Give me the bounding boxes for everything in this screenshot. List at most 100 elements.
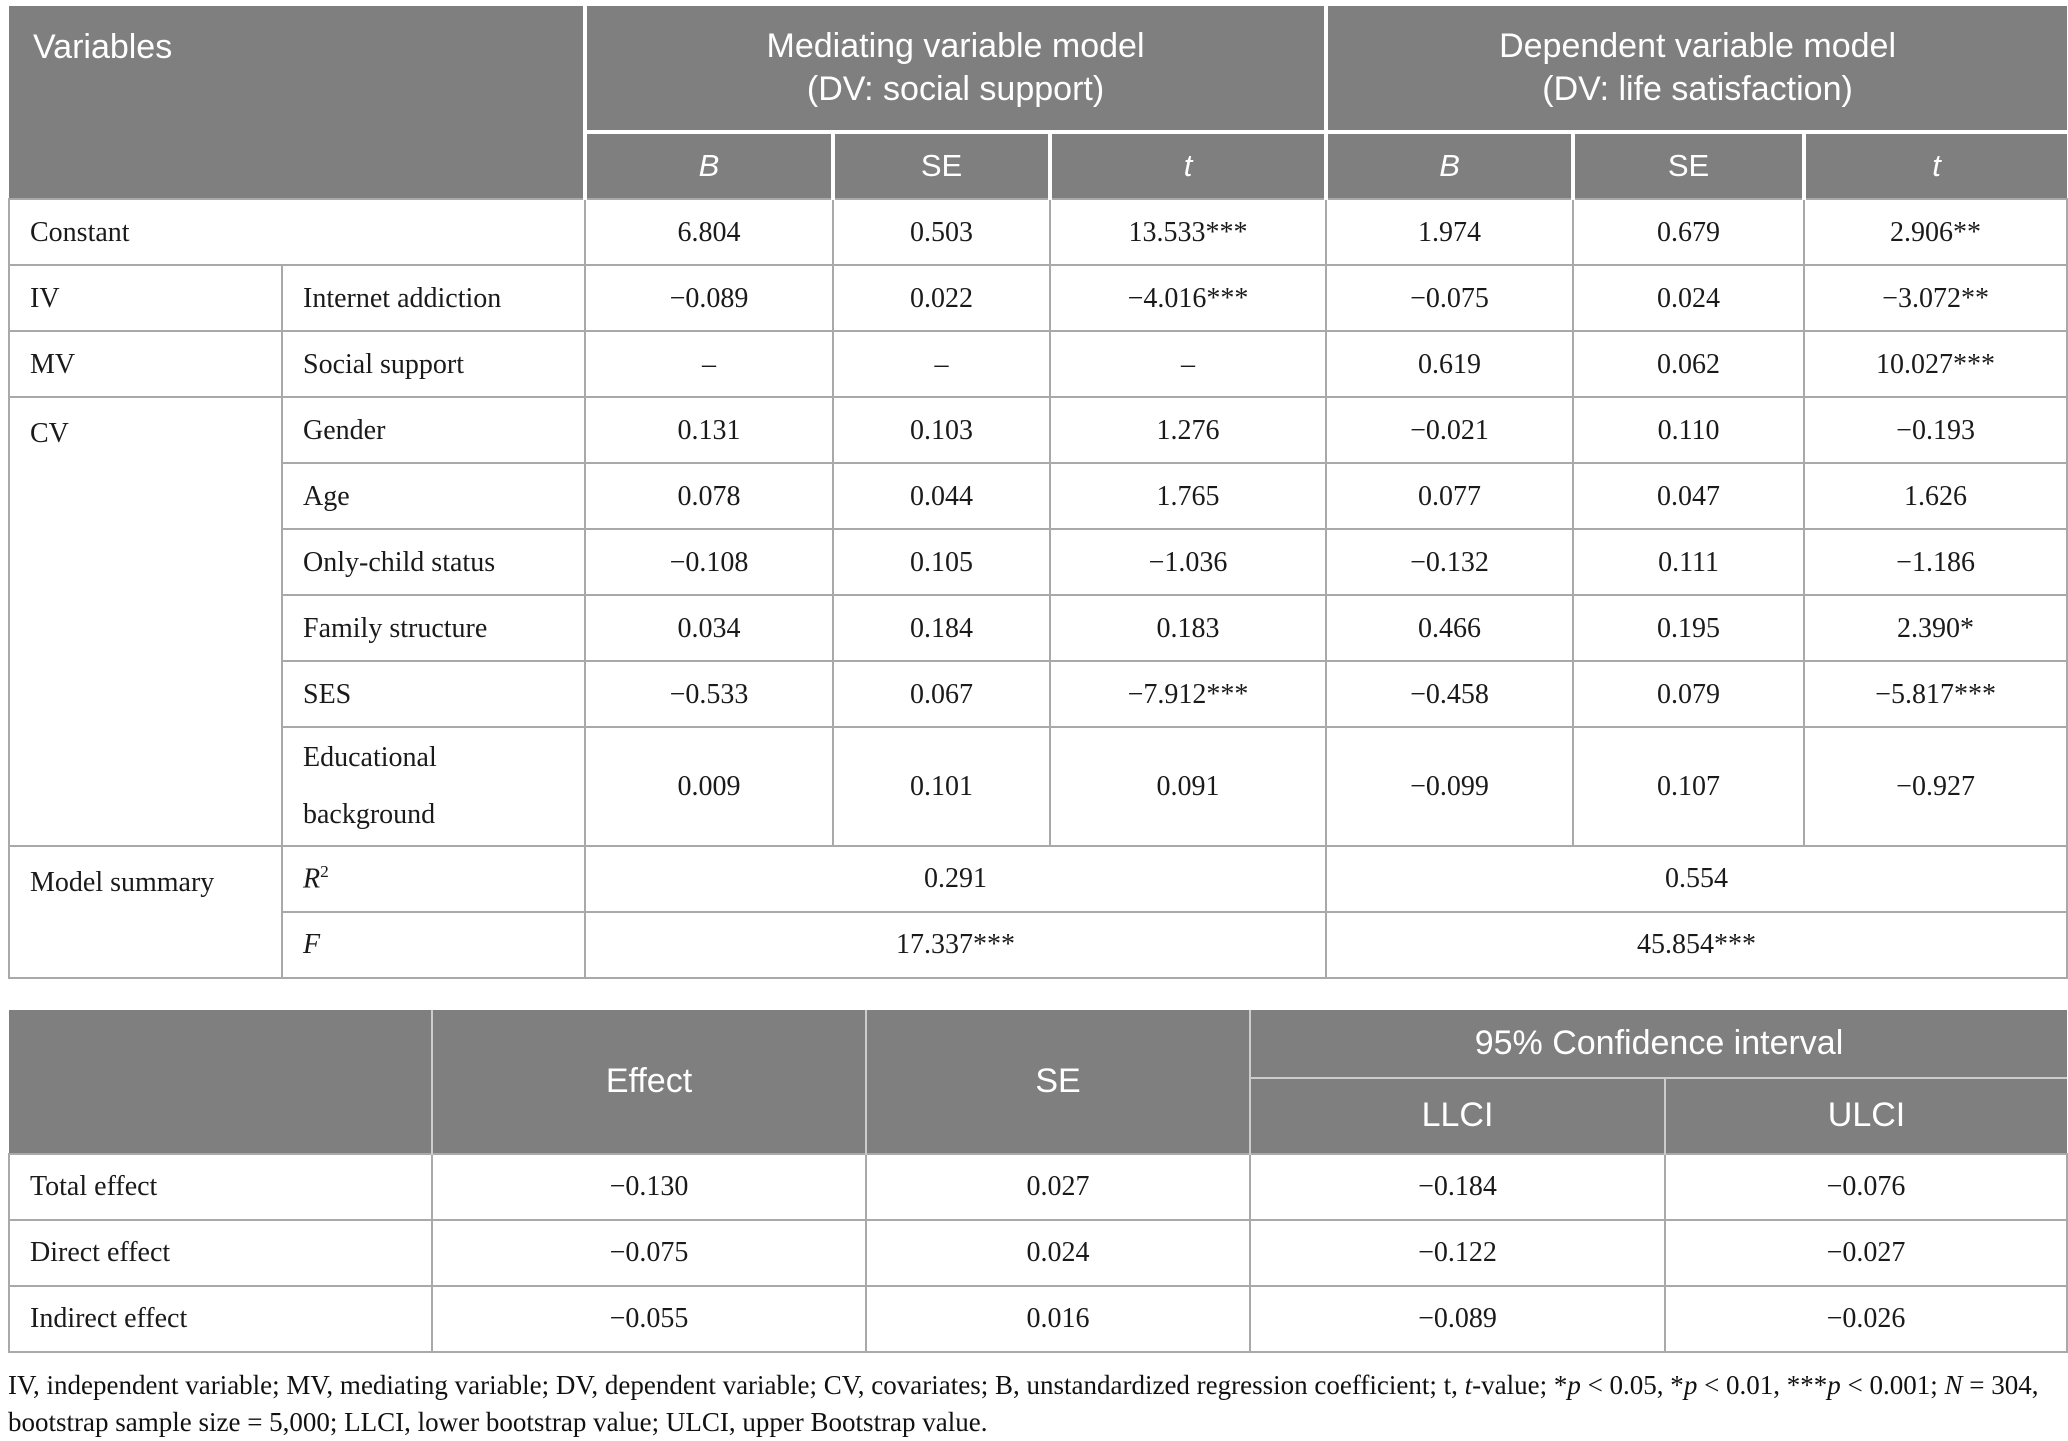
value-cell: 0.183 <box>1049 594 1328 662</box>
col-header-t-mediating: t <box>1048 130 1329 199</box>
value-cell: 0.103 <box>832 396 1052 464</box>
table-row: MV Social support – – – 0.619 0.062 10.0… <box>8 330 2068 398</box>
value-cell: 0.619 <box>1325 330 1575 398</box>
value-cell: 0.078 <box>584 462 835 530</box>
dependent-model-header: Dependent variable model (DV: life satis… <box>1324 6 2068 134</box>
table-row: SES −0.533 0.067 −7.912*** −0.458 0.079 … <box>9 660 2068 728</box>
f-symbol: F <box>303 929 321 961</box>
table-row: Effect SE 95% Confidence interval <box>9 1009 2067 1154</box>
variables-header-label: Variables <box>33 28 173 66</box>
value-cell: −0.026 <box>1664 1284 2068 1353</box>
value-cell: 0.024 <box>865 1218 1251 1287</box>
row-variable-cell: Educational background <box>280 726 587 847</box>
value-cell: −0.021 <box>1325 396 1575 464</box>
r-squared-label-cell: R2 <box>280 844 587 913</box>
table-row: Only-child status −0.108 0.105 −1.036 −0… <box>9 528 2068 596</box>
value-cell: 17.337*** <box>584 910 1328 979</box>
value-cell: 0.077 <box>1325 462 1575 530</box>
table-row: LLCI ULCI <box>9 1076 2067 1154</box>
value-cell: 0.110 <box>1572 396 1806 464</box>
value-cell: −0.027 <box>1664 1218 2068 1287</box>
col-header-se-dependent: SE <box>1571 130 1807 199</box>
value-cell: −0.075 <box>431 1218 867 1287</box>
table-row: Model summary R2 0.291 0.554 <box>8 844 2068 979</box>
row-variable-cell: Gender <box>280 396 587 464</box>
mediating-model-title: Mediating variable model <box>766 27 1145 65</box>
r-squared-exponent: 2 <box>320 862 329 882</box>
f-label-cell: F <box>280 910 587 979</box>
value-cell: 0.111 <box>1572 528 1806 596</box>
table-row: Total effect −0.130 0.027 −0.184 −0.076 <box>8 1152 2068 1221</box>
table-footnote: IV, independent variable; MV, mediating … <box>8 1369 2039 1437</box>
value-cell: −4.016*** <box>1049 264 1328 332</box>
value-cell: 2.390* <box>1803 594 2068 662</box>
value-cell: – <box>584 330 835 398</box>
value-cell: −0.099 <box>1325 726 1575 847</box>
row-variable-cell: Only-child status <box>280 528 587 596</box>
col-header-ulci: ULCI <box>1664 1076 2067 1154</box>
value-cell: −0.089 <box>1249 1284 1666 1353</box>
value-cell: −0.075 <box>1325 264 1575 332</box>
value-cell: 0.101 <box>832 726 1052 847</box>
value-cell: 0.131 <box>584 396 835 464</box>
value-cell: 0.067 <box>832 660 1052 728</box>
row-variable-cell: SES <box>280 660 587 728</box>
value-cell: 1.626 <box>1803 462 2068 530</box>
table-row: F 17.337*** 45.854*** <box>9 910 2068 979</box>
value-cell: 0.503 <box>832 198 1052 266</box>
value-cell: 0.034 <box>584 594 835 662</box>
effects-table: Effect SE 95% Confidence interval LLCI U… <box>8 1009 2068 1353</box>
value-cell: – <box>832 330 1052 398</box>
effect-row-label: Total effect <box>8 1152 433 1221</box>
value-cell: 0.022 <box>832 264 1052 332</box>
col-header-se: SE <box>865 1009 1251 1154</box>
col-header-effect: Effect <box>431 1009 867 1154</box>
value-cell: −0.055 <box>431 1284 867 1353</box>
value-cell: 13.533*** <box>1049 198 1328 266</box>
value-cell: 0.554 <box>1325 844 2068 913</box>
value-cell: −0.089 <box>584 264 835 332</box>
value-cell: – <box>1049 330 1328 398</box>
value-cell: 1.974 <box>1325 198 1575 266</box>
value-cell: 0.009 <box>584 726 835 847</box>
table-row: B SE t B SE t <box>9 130 2068 199</box>
table-row: Educational background 0.009 0.101 0.091… <box>9 726 2068 847</box>
row-variable-label: Educational background <box>303 742 437 831</box>
col-header-b-dependent: B <box>1324 130 1576 199</box>
value-cell: −0.458 <box>1325 660 1575 728</box>
value-cell: −5.817*** <box>1803 660 2068 728</box>
value-cell: −0.193 <box>1803 396 2068 464</box>
effect-row-label: Indirect effect <box>8 1284 433 1353</box>
value-cell: −7.912*** <box>1049 660 1328 728</box>
col-header-llci: LLCI <box>1250 1076 1666 1154</box>
mediating-model-header: Mediating variable model (DV: social sup… <box>583 6 1329 134</box>
value-cell: −1.036 <box>1049 528 1328 596</box>
mediation-regression-table: Variables Mediating variable model (DV: … <box>7 6 2068 979</box>
value-cell: 6.804 <box>584 198 835 266</box>
value-cell: 0.107 <box>1572 726 1806 847</box>
value-cell: 0.291 <box>584 844 1328 913</box>
table-row: Direct effect −0.075 0.024 −0.122 −0.027 <box>8 1218 2068 1287</box>
value-cell: 0.062 <box>1572 330 1806 398</box>
row-category-cell: MV <box>8 330 283 398</box>
value-cell: 0.024 <box>1572 264 1806 332</box>
table-row: Indirect effect −0.055 0.016 −0.089 −0.0… <box>8 1284 2068 1353</box>
row-variable-cell: Social support <box>280 330 587 398</box>
mediating-model-subtitle: (DV: social support) <box>806 70 1105 108</box>
row-category-cell: IV <box>8 264 283 332</box>
value-cell: 0.105 <box>832 528 1052 596</box>
ci-group-header: 95% Confidence interval <box>1249 1009 2067 1079</box>
col-header-se-mediating: SE <box>831 130 1053 199</box>
value-cell: 0.466 <box>1325 594 1575 662</box>
row-variable-cell: Family structure <box>280 594 587 662</box>
col-header-t-dependent: t <box>1802 130 2068 199</box>
effects-corner-cell <box>9 1009 433 1154</box>
value-cell: 0.195 <box>1572 594 1806 662</box>
value-cell: 45.854*** <box>1325 910 2068 979</box>
value-cell: −0.927 <box>1803 726 2068 847</box>
value-cell: −0.122 <box>1249 1218 1666 1287</box>
value-cell: −0.533 <box>584 660 835 728</box>
value-cell: 0.679 <box>1572 198 1806 266</box>
row-category-cell: Model summary <box>8 844 283 979</box>
variables-header: Variables <box>9 6 588 199</box>
